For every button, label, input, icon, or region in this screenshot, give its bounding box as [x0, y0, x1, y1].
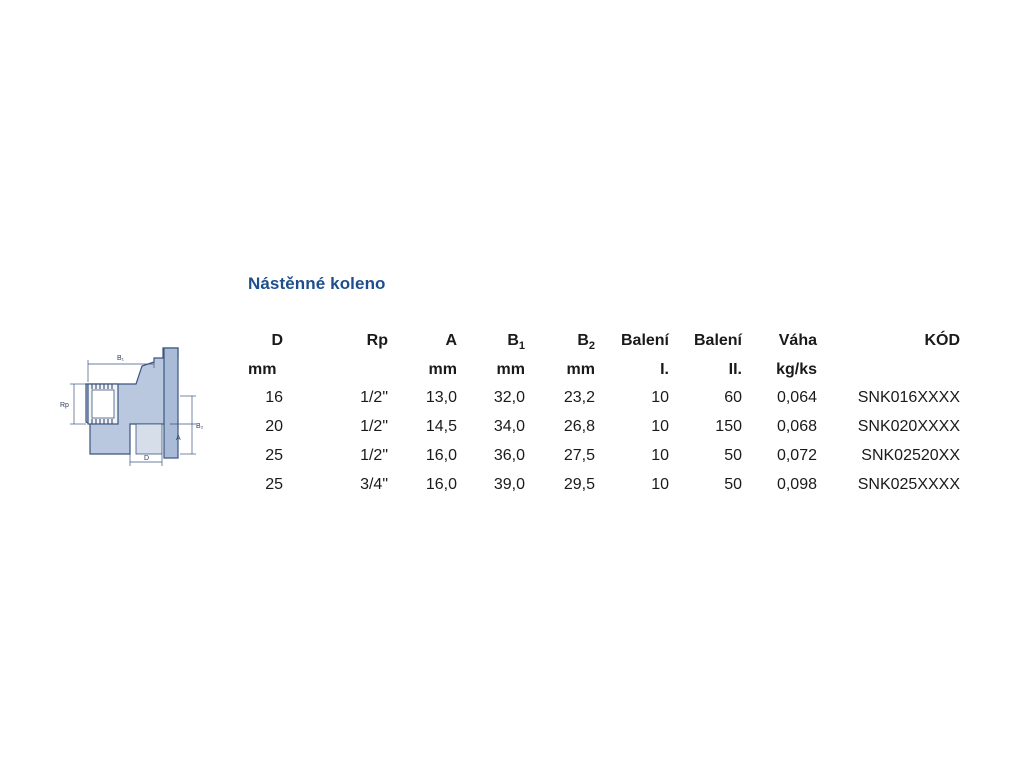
table-cell: 20: [265, 418, 283, 435]
table-cell: 0,072: [776, 447, 817, 464]
table-cell: 23,2: [563, 389, 595, 406]
thread-bore: [91, 389, 115, 419]
table-cell: 32,0: [493, 389, 525, 406]
table-cell: 25: [265, 476, 283, 493]
label-b1: B₁: [117, 355, 125, 362]
table-cell: 1/2": [360, 389, 388, 406]
header-b2: B2: [577, 332, 595, 352]
page-title: Nástěnné koleno: [248, 274, 386, 293]
header-a: A: [445, 332, 457, 349]
table-cell: 0,068: [776, 418, 817, 435]
table-cell: 50: [724, 476, 742, 493]
table-cell: 39,0: [493, 476, 525, 493]
unit-baleni-2: II.: [728, 361, 742, 378]
header-b1: B1: [507, 332, 525, 352]
header-d: D: [271, 332, 283, 349]
table-cell: 16: [265, 389, 283, 406]
header-vaha: Váha: [778, 332, 817, 349]
table-cell: 10: [651, 389, 669, 406]
header-rp: Rp: [366, 332, 388, 349]
table-cell: 10: [651, 418, 669, 435]
table-cell: 1/2": [360, 447, 388, 464]
label-a: A: [176, 435, 181, 442]
socket-bore: [135, 423, 163, 455]
table-cell: 26,8: [563, 418, 595, 435]
header-baleni-2: Balení: [693, 332, 742, 349]
header-b1-base: B: [507, 332, 519, 349]
unit-b1: mm: [496, 361, 525, 378]
unit-d: mm: [248, 361, 277, 378]
unit-baleni-1: I.: [660, 361, 669, 378]
label-b2: B₂: [196, 423, 204, 430]
thread-lines: [91, 384, 113, 424]
table-cell: 60: [724, 389, 742, 406]
header-kod: KÓD: [924, 332, 960, 349]
table-cell: SNK020XXXX: [857, 418, 960, 435]
table-cell: 10: [651, 447, 669, 464]
wall-flange: [163, 347, 179, 459]
table-cell: 27,5: [563, 447, 595, 464]
table-cell: 50: [724, 447, 742, 464]
header-baleni-1: Balení: [620, 332, 669, 349]
table-cell: 0,064: [776, 389, 817, 406]
header-b2-sub: 2: [588, 340, 595, 352]
label-d: D: [144, 455, 149, 462]
table-cell: 14,5: [425, 418, 457, 435]
table-cell: SNK025XXXX: [857, 476, 960, 493]
table-cell: SNK02520XX: [861, 447, 960, 464]
table-cell: 0,098: [776, 476, 817, 493]
table-cell: 36,0: [493, 447, 525, 464]
table-cell: 150: [715, 418, 742, 435]
unit-vaha: kg/ks: [776, 361, 817, 378]
unit-a: mm: [428, 361, 457, 378]
table-cell: 10: [651, 476, 669, 493]
dimension-lines: [70, 360, 196, 466]
table-cell: SNK016XXXX: [857, 389, 960, 406]
header-b1-sub: 1: [518, 340, 525, 352]
table-cell: 13,0: [425, 389, 457, 406]
table-cell: 34,0: [493, 418, 525, 435]
unit-b2: mm: [566, 361, 595, 378]
table-cell: 1/2": [360, 418, 388, 435]
header-b2-base: B: [577, 332, 589, 349]
label-rp: Rp: [60, 402, 69, 409]
table-cell: 16,0: [425, 447, 457, 464]
table-cell: 16,0: [425, 476, 457, 493]
table-cell: 25: [265, 447, 283, 464]
table-cell: 3/4": [360, 476, 388, 493]
table-cell: 29,5: [563, 476, 595, 493]
wall-elbow-drawing: B₁ Rp B₂ A D: [60, 347, 204, 466]
